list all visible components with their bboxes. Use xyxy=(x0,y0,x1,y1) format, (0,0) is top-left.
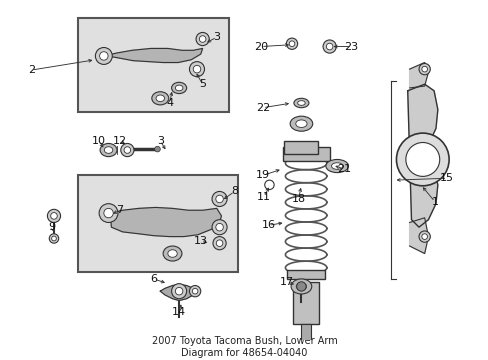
Text: 17: 17 xyxy=(280,277,294,287)
Circle shape xyxy=(52,236,56,241)
Ellipse shape xyxy=(151,92,168,105)
Circle shape xyxy=(302,348,309,355)
Text: 2007 Toyota Tacoma Bush, Lower Arm
Diagram for 48654-04040: 2007 Toyota Tacoma Bush, Lower Arm Diagr… xyxy=(151,336,337,358)
Circle shape xyxy=(421,66,427,72)
Ellipse shape xyxy=(296,283,306,290)
Text: 2: 2 xyxy=(28,65,35,75)
Circle shape xyxy=(286,38,297,49)
Circle shape xyxy=(418,63,429,75)
Polygon shape xyxy=(160,285,198,301)
Polygon shape xyxy=(110,207,221,237)
Text: 3: 3 xyxy=(213,32,220,42)
Text: 15: 15 xyxy=(439,173,453,183)
Text: 5: 5 xyxy=(199,79,206,89)
Circle shape xyxy=(288,41,294,46)
Ellipse shape xyxy=(289,116,312,131)
Polygon shape xyxy=(409,63,427,88)
Text: 6: 6 xyxy=(150,274,157,284)
Circle shape xyxy=(51,213,57,219)
Text: 7: 7 xyxy=(116,205,123,215)
Circle shape xyxy=(418,231,429,242)
Text: 3: 3 xyxy=(157,136,163,146)
Text: 1: 1 xyxy=(430,197,438,207)
Circle shape xyxy=(99,204,118,222)
Ellipse shape xyxy=(297,101,305,105)
Circle shape xyxy=(323,40,336,53)
Text: 12: 12 xyxy=(113,136,127,146)
Ellipse shape xyxy=(293,98,308,108)
Circle shape xyxy=(171,284,186,299)
Text: 14: 14 xyxy=(172,307,186,317)
Ellipse shape xyxy=(156,95,164,102)
Ellipse shape xyxy=(171,82,186,94)
Circle shape xyxy=(298,344,313,359)
Ellipse shape xyxy=(325,159,348,173)
Circle shape xyxy=(189,285,201,297)
Ellipse shape xyxy=(100,143,117,157)
Circle shape xyxy=(193,66,201,73)
Ellipse shape xyxy=(295,120,306,127)
Text: 9: 9 xyxy=(48,222,56,232)
Ellipse shape xyxy=(163,246,182,261)
Text: 20: 20 xyxy=(253,41,267,51)
Bar xyxy=(284,141,318,154)
Bar xyxy=(78,18,228,112)
Text: 4: 4 xyxy=(166,98,173,108)
Text: 16: 16 xyxy=(261,220,275,230)
Circle shape xyxy=(405,143,439,176)
Ellipse shape xyxy=(290,279,311,294)
Polygon shape xyxy=(409,218,427,253)
Circle shape xyxy=(216,240,223,247)
Circle shape xyxy=(213,237,225,250)
Ellipse shape xyxy=(331,163,342,169)
Circle shape xyxy=(103,208,113,218)
Circle shape xyxy=(421,234,427,239)
Bar xyxy=(301,324,310,350)
Text: 10: 10 xyxy=(92,136,106,146)
Circle shape xyxy=(396,133,448,186)
Circle shape xyxy=(49,234,59,243)
Circle shape xyxy=(215,195,223,203)
Text: 18: 18 xyxy=(291,194,305,204)
Circle shape xyxy=(264,180,274,190)
Circle shape xyxy=(325,43,332,50)
Polygon shape xyxy=(104,49,202,63)
Circle shape xyxy=(124,147,130,153)
Text: 8: 8 xyxy=(231,186,238,197)
Bar xyxy=(78,175,238,273)
Circle shape xyxy=(192,288,198,294)
Bar xyxy=(287,270,325,279)
Circle shape xyxy=(47,209,61,222)
Ellipse shape xyxy=(175,85,183,91)
Ellipse shape xyxy=(104,147,113,153)
Polygon shape xyxy=(407,84,437,227)
Circle shape xyxy=(154,146,160,152)
Circle shape xyxy=(212,220,226,235)
Circle shape xyxy=(199,36,205,42)
Circle shape xyxy=(189,62,204,77)
Bar xyxy=(282,147,329,161)
Text: 21: 21 xyxy=(336,164,350,174)
Text: 13: 13 xyxy=(193,236,207,246)
Circle shape xyxy=(296,282,305,291)
Circle shape xyxy=(100,52,108,60)
Text: 11: 11 xyxy=(256,192,270,202)
Text: 19: 19 xyxy=(255,170,269,180)
Text: 22: 22 xyxy=(255,103,269,113)
Text: 23: 23 xyxy=(344,41,358,51)
Ellipse shape xyxy=(167,250,177,257)
Circle shape xyxy=(196,32,209,46)
Circle shape xyxy=(212,192,226,207)
Circle shape xyxy=(175,287,183,295)
Circle shape xyxy=(215,224,223,231)
Circle shape xyxy=(95,48,112,64)
Circle shape xyxy=(121,143,134,157)
Bar xyxy=(292,282,319,324)
